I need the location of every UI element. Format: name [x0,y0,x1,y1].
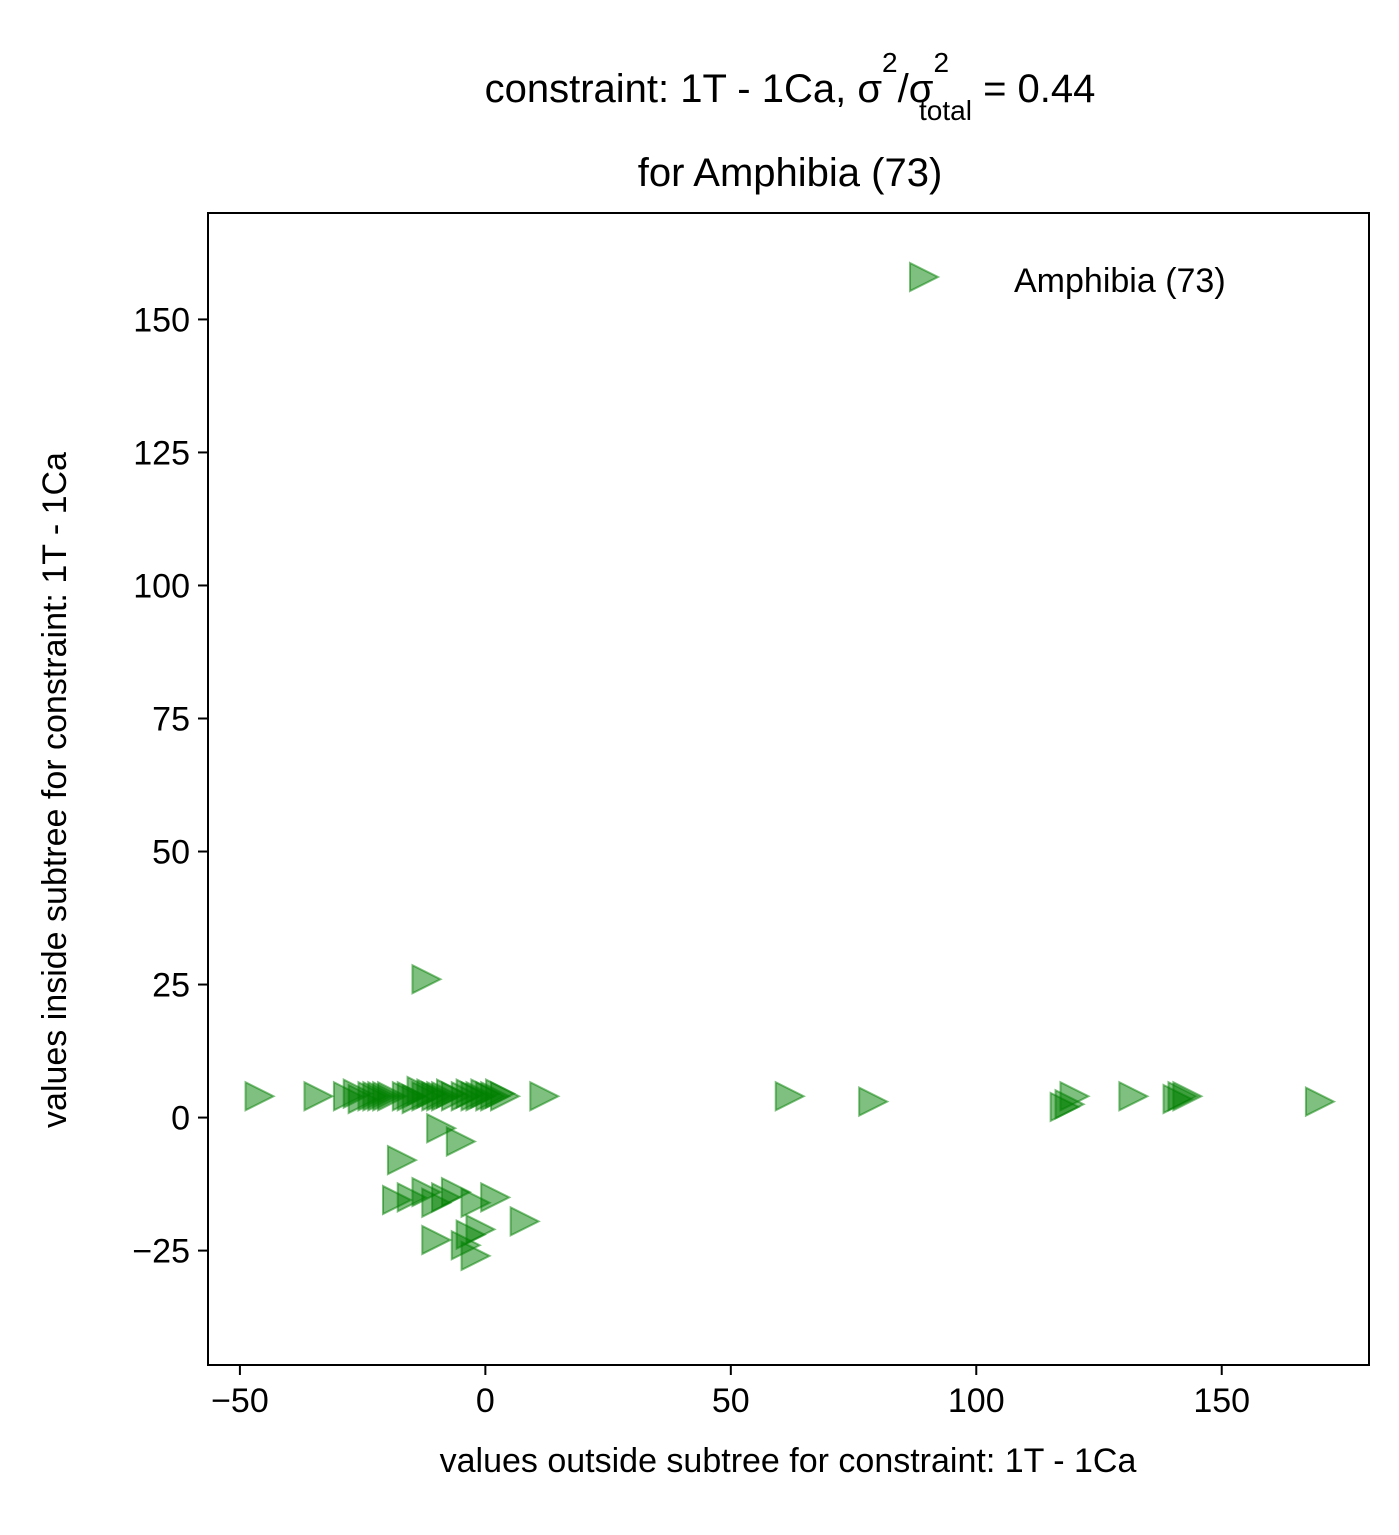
y-tick-label: 75 [152,700,190,738]
data-point [426,1112,458,1144]
x-tick-label: 100 [948,1382,1005,1420]
data-point [445,1125,478,1158]
title-tail: = 0.44 [972,67,1095,111]
y-tick-label: 0 [171,1100,190,1138]
chart-title-line2: for Amphibia (73) [638,151,943,195]
data-points [244,963,1337,1272]
y-axis-label: values inside subtree for constraint: 1T… [36,452,74,1128]
data-point [455,1219,487,1251]
data-point [460,1187,492,1219]
y-tick-label: 150 [133,301,190,339]
y-tick-label: 50 [152,834,190,872]
data-point [490,1080,522,1112]
title-mid: /σ [898,67,934,111]
y-axis-ticks: −25 0 25 50 75 100 125 150 [132,301,208,1271]
title-sub: total [919,95,972,126]
data-point [244,1080,276,1112]
data-point [858,1085,890,1118]
plot-frame [207,212,1370,1366]
y-tick-label: −25 [132,1233,190,1271]
y-tick-label: 25 [152,967,190,1005]
data-point [440,1176,473,1208]
title-sup1: 2 [882,47,898,78]
x-tick-label: 50 [712,1382,750,1420]
title-main: constraint: 1T - 1Ca, σ [485,67,883,111]
data-point [1304,1085,1337,1118]
data-point [1118,1080,1150,1112]
data-point [509,1205,541,1237]
y-tick-label: 100 [133,567,190,605]
legend: Amphibia (73) [909,261,1226,300]
x-tick-label: 150 [1193,1382,1250,1420]
data-point [774,1080,806,1112]
data-point [303,1080,335,1112]
x-tick-label: −50 [211,1382,269,1420]
x-axis-label: values outside subtree for constraint: 1… [440,1442,1137,1480]
legend-label: Amphibia (73) [1014,262,1226,300]
x-axis-ticks: −50 0 50 100 150 [211,1365,1250,1420]
x-tick-label: 0 [476,1382,495,1420]
data-point [411,963,443,995]
chart-title-line1: constraint: 1T - 1Ca, σ2/σ2 total = 0.44 [485,47,1096,126]
data-point [1172,1080,1204,1112]
title-sup2: 2 [933,47,949,78]
data-point [1059,1080,1091,1112]
data-point [386,1144,419,1176]
legend-marker [909,261,941,293]
y-tick-label: 125 [133,434,190,472]
data-point [480,1181,512,1214]
data-point [529,1080,561,1112]
data-point [460,1240,492,1272]
data-point [421,1224,453,1256]
